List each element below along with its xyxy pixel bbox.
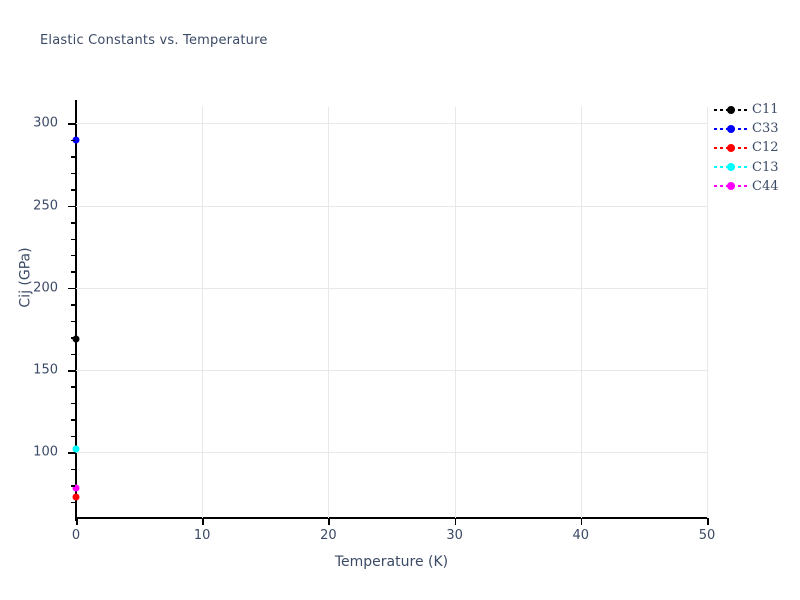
chart-title: Elastic Constants vs. Temperature [40, 33, 268, 48]
legend-label: C12 [752, 140, 779, 156]
x-tick-major [202, 518, 204, 525]
y-tick-minor [71, 238, 75, 241]
legend-item-c12[interactable]: C12 [714, 138, 800, 157]
y-axis-label: Cij (GPa) [17, 247, 34, 308]
y-tick-minor [71, 271, 75, 273]
y-tick-minor [71, 156, 75, 158]
legend-label: C44 [752, 178, 779, 194]
x-tick-major [707, 518, 709, 525]
y-tick-major [68, 370, 75, 372]
y-tick-minor [71, 222, 75, 224]
y-tick-minor [71, 320, 75, 323]
y-tick-minor [71, 435, 75, 438]
gridline-vertical [454, 107, 456, 518]
y-tick-minor [71, 337, 75, 339]
y-tick-minor [71, 353, 75, 356]
x-tick-major [454, 518, 457, 525]
legend-item-c44[interactable]: C44 [714, 177, 800, 196]
y-tick-minor [71, 304, 75, 306]
x-axis-spine [75, 517, 708, 519]
legend-marker-icon [727, 182, 735, 191]
data-point-c12 [72, 493, 80, 501]
legend-item-c11[interactable]: C11 [714, 100, 800, 119]
y-tick-minor [71, 254, 75, 257]
x-tick-label: 40 [572, 528, 590, 543]
gridline-horizontal [76, 123, 707, 125]
y-tick-minor [71, 172, 75, 175]
legend-label: C33 [752, 121, 779, 137]
gridline-horizontal [76, 370, 707, 372]
gridline-horizontal [76, 452, 707, 454]
y-tick-minor [71, 468, 75, 471]
y-tick-minor [71, 402, 75, 405]
x-tick-label: 0 [71, 528, 81, 543]
data-point-c44 [72, 484, 80, 492]
legend-swatch-icon [714, 104, 748, 116]
legend-marker-icon [727, 105, 735, 114]
gridline-horizontal [76, 287, 707, 289]
legend-swatch-icon [714, 123, 748, 135]
x-axis-label: Temperature (K) [334, 554, 449, 570]
legend-swatch-icon [714, 161, 748, 173]
gridline-horizontal [76, 205, 707, 207]
legend-label: C13 [752, 159, 779, 175]
gridline-vertical [202, 107, 204, 518]
x-tick-major [580, 518, 583, 525]
legend-label: C11 [752, 102, 779, 118]
y-tick-label: 100 [33, 444, 58, 460]
data-point-c33 [72, 136, 80, 144]
y-tick-major [68, 205, 75, 208]
legend-marker-icon [727, 124, 735, 133]
legend-item-c33[interactable]: C33 [714, 119, 800, 138]
y-tick-major [68, 287, 75, 290]
legend-marker-icon [727, 163, 735, 172]
y-tick-major [68, 452, 75, 454]
y-tick-minor [71, 501, 75, 504]
x-tick-label: 30 [446, 528, 463, 543]
legend-marker-icon [727, 143, 735, 152]
y-tick-minor [71, 189, 75, 191]
y-tick-minor [71, 485, 75, 487]
x-tick-label: 50 [698, 528, 716, 543]
y-tick-label: 250 [33, 198, 58, 214]
gridline-vertical [328, 107, 330, 518]
y-tick-minor [71, 386, 75, 388]
gridline-vertical [707, 107, 708, 518]
plot-area [72, 107, 708, 518]
y-tick-label: 300 [33, 115, 58, 131]
legend-swatch-icon [714, 142, 748, 154]
x-tick-major [76, 518, 78, 525]
y-tick-label: 200 [33, 280, 58, 296]
x-tick-label: 20 [320, 528, 337, 543]
y-axis-spine [75, 100, 77, 521]
y-axis-label-wrapper: Cij (GPa) [15, 158, 34, 398]
y-tick-label: 150 [33, 362, 58, 378]
legend-item-c13[interactable]: C13 [714, 158, 800, 177]
chart-legend: C11 C33 C12 C13 C44 [714, 100, 800, 196]
x-tick-label: 10 [193, 528, 211, 543]
x-tick-major [328, 518, 330, 525]
y-tick-minor [71, 139, 75, 142]
data-point-c13 [72, 445, 80, 453]
data-point-c11 [72, 335, 80, 343]
legend-swatch-icon [714, 180, 748, 192]
y-tick-minor [71, 419, 75, 421]
y-tick-major [68, 123, 75, 125]
gridline-vertical [580, 107, 582, 518]
